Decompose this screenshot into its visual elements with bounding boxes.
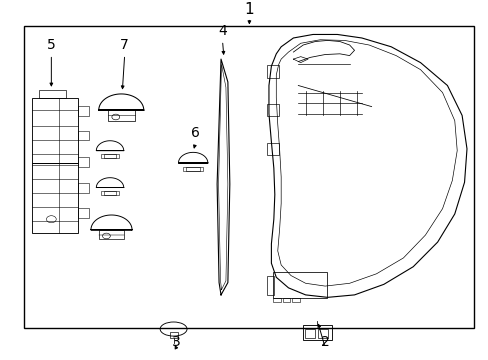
Bar	[169, 332, 177, 338]
Bar	[107, 110, 135, 121]
Bar	[32, 163, 78, 233]
Bar	[272, 272, 326, 298]
Bar	[183, 167, 203, 171]
Bar	[101, 154, 119, 158]
Bar	[292, 298, 300, 302]
Bar	[282, 298, 290, 302]
Bar	[266, 275, 273, 295]
Bar	[266, 65, 278, 78]
Bar	[78, 183, 89, 193]
Bar	[32, 98, 78, 163]
Text: 6: 6	[191, 126, 200, 140]
Bar	[186, 167, 200, 171]
Bar	[101, 191, 119, 195]
Text: 1: 1	[244, 2, 254, 17]
Bar	[39, 90, 66, 98]
Text: 7: 7	[120, 38, 129, 52]
Bar	[99, 230, 124, 239]
Text: 4: 4	[218, 24, 226, 38]
Text: 5: 5	[47, 38, 56, 52]
Bar	[272, 298, 280, 302]
Bar	[24, 26, 473, 328]
Text: 3: 3	[171, 336, 180, 350]
Bar	[317, 329, 327, 338]
Bar	[305, 329, 315, 338]
Bar	[78, 106, 89, 116]
Bar	[266, 143, 278, 155]
Bar	[103, 154, 116, 158]
Bar	[78, 157, 89, 167]
Bar	[78, 131, 89, 140]
Bar	[266, 104, 278, 117]
Bar	[103, 191, 116, 195]
Text: 2: 2	[320, 336, 329, 350]
Bar	[303, 325, 331, 339]
Bar	[78, 208, 89, 218]
